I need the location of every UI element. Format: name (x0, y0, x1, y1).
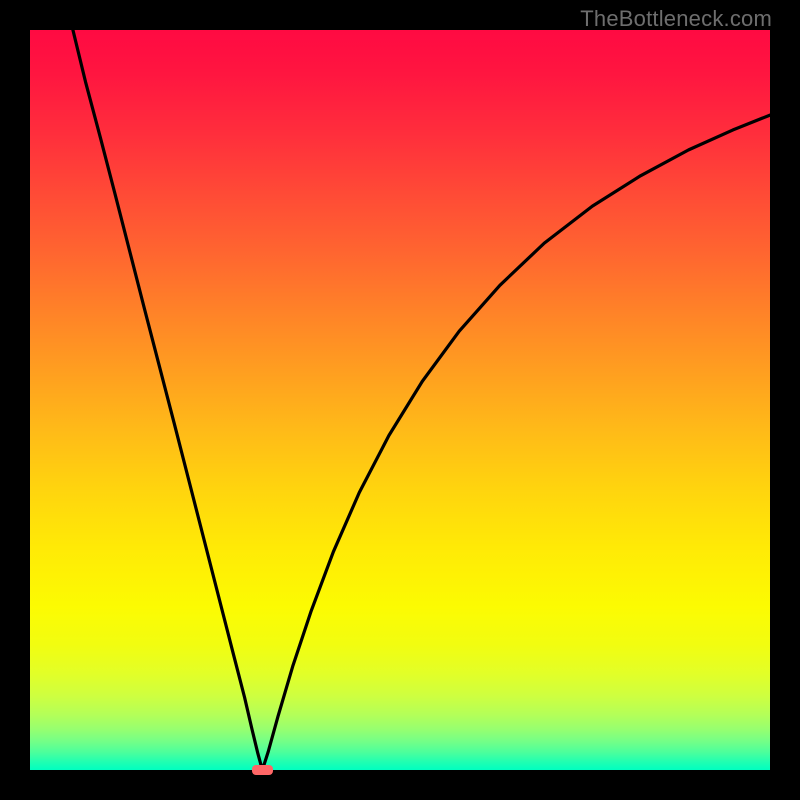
watermark-text: TheBottleneck.com (580, 6, 772, 32)
plot-area (30, 30, 770, 770)
bottleneck-curve (30, 30, 770, 770)
minimum-marker (252, 765, 273, 775)
